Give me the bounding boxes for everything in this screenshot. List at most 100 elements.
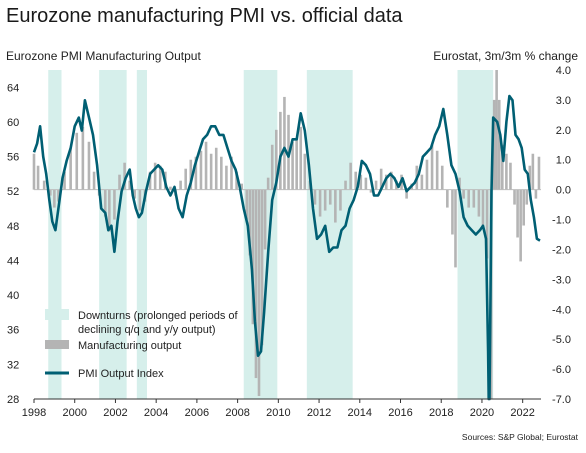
- output-bar-72: [379, 168, 383, 190]
- output-bar-29: [184, 168, 187, 190]
- output-bar-41: [245, 189, 249, 220]
- x-axis-ticks: 1998 2000 2002 2004 2006 2008 2010 2012 2014 2016…: [22, 399, 535, 419]
- output-bar-105: [522, 189, 525, 226]
- right-tick-label--3.0: -3.0: [552, 274, 571, 286]
- output-bar-73: [384, 174, 388, 190]
- chart-title: Eurozone manufacturing PMI vs. official …: [6, 5, 403, 27]
- output-bar-93: [481, 189, 485, 226]
- output-bar-23: [153, 162, 157, 190]
- output-bar-0: [32, 153, 36, 190]
- output-bar-99: [501, 144, 504, 190]
- output-bar-2: [42, 180, 46, 190]
- output-bar-60: [318, 189, 322, 217]
- output-bar-19: [133, 189, 137, 199]
- output-bar-71: [374, 180, 378, 190]
- output-bar-85: [446, 189, 449, 208]
- left-tick-label-40: 40: [7, 290, 19, 302]
- x-tick-label-2010: 2010: [266, 407, 290, 419]
- output-bar-55: [295, 138, 298, 190]
- output-bar-38: [230, 156, 233, 190]
- output-bar-82: [430, 144, 434, 190]
- source-note: Sources: S&P Global; Eurostat: [462, 432, 579, 442]
- left-tick-label-36: 36: [7, 325, 19, 337]
- x-tick-label-2020: 2020: [470, 407, 494, 419]
- x-tick-label-2002: 2002: [103, 407, 127, 419]
- output-bar-84: [440, 165, 444, 190]
- right-tick-label--6.0: -6.0: [552, 364, 571, 376]
- right-tick-label--5.0: -5.0: [552, 334, 571, 346]
- output-bar-50: [275, 129, 278, 190]
- left-tick-label-32: 32: [7, 359, 19, 371]
- right-tick-label-3.0: 3.0: [556, 95, 571, 107]
- output-bar-13: [103, 189, 107, 217]
- output-bar-4: [53, 189, 56, 208]
- output-bar-8: [75, 132, 79, 190]
- output-bar-88: [458, 177, 461, 190]
- output-bar-42: [248, 189, 252, 256]
- left-tick-label-52: 52: [7, 186, 19, 198]
- output-bar-89: [462, 189, 465, 199]
- output-bar-107: [528, 165, 532, 190]
- output-bar-18: [128, 180, 131, 190]
- output-bar-62: [328, 189, 332, 205]
- x-tick-label-2012: 2012: [307, 407, 331, 419]
- output-bar-77: [405, 189, 408, 199]
- output-bar-102: [513, 189, 516, 205]
- output-bar-32: [199, 150, 203, 190]
- output-bar-36: [220, 156, 223, 190]
- output-bar-67: [354, 171, 358, 190]
- output-bar-3: [48, 189, 52, 196]
- x-tick-label-2016: 2016: [388, 407, 412, 419]
- output-bar-1: [36, 165, 40, 190]
- output-bar-66: [349, 162, 352, 190]
- output-bar-106: [525, 189, 529, 205]
- output-bar-94: [485, 189, 489, 259]
- output-bar-90: [467, 189, 471, 208]
- output-bar-5: [57, 189, 60, 202]
- output-bar-98: [497, 99, 501, 190]
- right-tick-label--2.0: -2.0: [552, 244, 571, 256]
- downturn-band-4: [306, 70, 353, 399]
- output-bar-15: [113, 189, 116, 220]
- output-bar-44: [254, 189, 258, 379]
- right-tick-label-0.0: 0.0: [556, 185, 571, 197]
- output-bar-24: [158, 165, 162, 190]
- output-bar-26: [169, 186, 172, 190]
- left-tick-label-60: 60: [7, 117, 19, 129]
- left-tick-label-64: 64: [7, 82, 19, 94]
- left-tick-label-56: 56: [7, 152, 19, 164]
- output-bar-7: [69, 147, 72, 190]
- output-bar-64: [339, 189, 342, 211]
- pmi-line-layer: [32, 94, 541, 401]
- right-tick-label-2.0: 2.0: [556, 125, 571, 137]
- output-bar-69: [364, 177, 368, 190]
- output-bar-56: [299, 126, 303, 190]
- output-bar-68: [359, 174, 363, 190]
- right-tick-label--7.0: -7.0: [552, 394, 571, 406]
- output-bar-48: [266, 177, 270, 190]
- output-bar-54: [291, 141, 294, 190]
- right-tick-label-1.0: 1.0: [556, 155, 571, 167]
- pmi-output-line: [32, 94, 541, 401]
- output-bar-31: [194, 156, 198, 190]
- output-bar-83: [435, 150, 439, 190]
- output-bar-9: [81, 126, 85, 190]
- output-bar-110: [537, 156, 541, 190]
- output-bar-103: [516, 189, 519, 238]
- output-bar-80: [420, 174, 424, 190]
- downturn-band-0: [48, 70, 62, 399]
- legend: Downturns (prolonged periods of declinin…: [45, 309, 239, 380]
- output-bar-49: [270, 144, 274, 190]
- output-bar-108: [531, 153, 535, 190]
- x-tick-label-2008: 2008: [225, 407, 249, 419]
- legend-bars-label: Manufacturing output: [78, 340, 181, 352]
- output-bar-63: [334, 189, 337, 223]
- output-bar-40: [240, 183, 243, 190]
- output-bar-46: [260, 189, 264, 346]
- output-bar-10: [87, 141, 91, 190]
- output-bar-35: [214, 147, 218, 190]
- output-bar-20: [138, 189, 142, 211]
- left-axis-title: Eurozone PMI Manufacturing Output: [6, 49, 201, 63]
- output-bar-43: [251, 189, 255, 325]
- output-bar-11: [92, 171, 96, 190]
